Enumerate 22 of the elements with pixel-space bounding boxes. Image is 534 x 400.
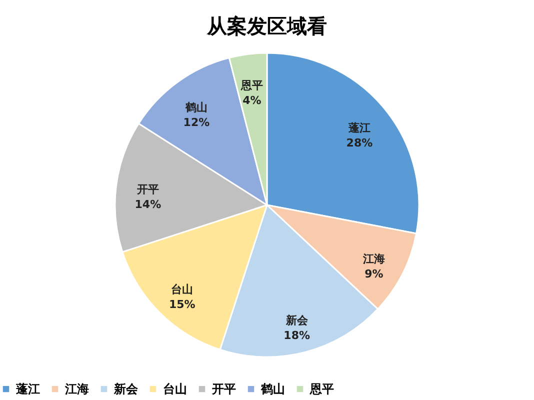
legend-label: 蓬江 xyxy=(15,382,40,396)
slice-label: 台山 xyxy=(171,282,194,296)
legend-label: 新会 xyxy=(113,382,139,396)
legend-label: 恩平 xyxy=(309,382,334,396)
data-label: 9% xyxy=(364,267,384,280)
slice-label: 鹤山 xyxy=(184,100,208,114)
chart-title: 从案发区域看 xyxy=(206,14,327,38)
slice-label: 开平 xyxy=(136,182,159,196)
legend-label: 江海 xyxy=(64,382,89,396)
slice-label: 江海 xyxy=(362,252,385,266)
data-label: 28% xyxy=(346,136,373,150)
data-label: 4% xyxy=(242,94,262,107)
slice-label: 恩平 xyxy=(240,78,263,92)
slice-label: 新会 xyxy=(284,314,309,328)
legend-label: 开平 xyxy=(211,382,236,396)
data-label: 14% xyxy=(134,198,162,211)
data-label: 18% xyxy=(284,329,310,342)
legend-label: 台山 xyxy=(163,382,187,396)
data-label: 12% xyxy=(183,116,210,129)
legend-label: 鹤山 xyxy=(260,382,285,396)
slice-label: 蓬江 xyxy=(347,122,370,135)
data-label: 15% xyxy=(168,298,196,311)
